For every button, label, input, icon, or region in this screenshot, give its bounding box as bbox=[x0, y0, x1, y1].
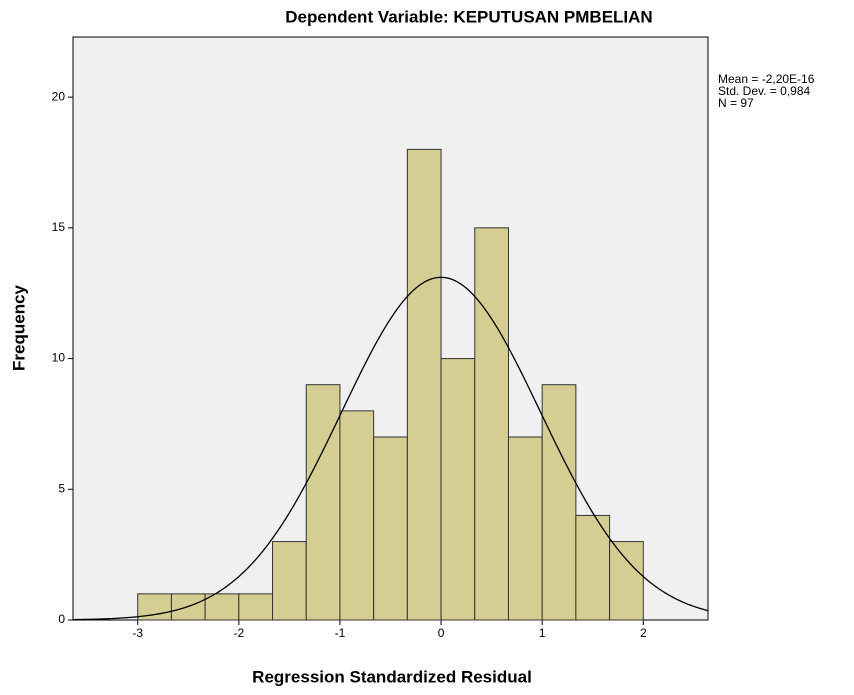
bar bbox=[441, 359, 475, 620]
x-tick-label: -2 bbox=[233, 626, 244, 640]
bar bbox=[340, 411, 374, 620]
y-tick-label: 0 bbox=[58, 612, 65, 626]
bar bbox=[306, 385, 340, 620]
stats-annotation: N = 97 bbox=[718, 96, 754, 110]
bar bbox=[475, 228, 509, 620]
bar bbox=[508, 437, 542, 620]
bar bbox=[239, 594, 273, 620]
y-tick-label: 20 bbox=[52, 89, 66, 103]
x-tick-label: 2 bbox=[640, 626, 647, 640]
bar bbox=[610, 542, 644, 620]
x-tick-label: -1 bbox=[335, 626, 346, 640]
bar bbox=[407, 149, 441, 620]
x-tick-label: -3 bbox=[132, 626, 143, 640]
bar bbox=[542, 385, 576, 620]
bar bbox=[205, 594, 239, 620]
chart: Dependent Variable: KEPUTUSAN PMBELIAN R… bbox=[0, 0, 854, 695]
chart-title: Dependent Variable: KEPUTUSAN PMBELIAN bbox=[285, 7, 652, 26]
x-axis-label: Regression Standardized Residual bbox=[252, 667, 532, 686]
bar bbox=[374, 437, 408, 620]
y-tick-label: 15 bbox=[52, 220, 66, 234]
page: Dependent Variable: KEPUTUSAN PMBELIAN R… bbox=[0, 0, 854, 695]
y-tick-label: 5 bbox=[58, 481, 65, 495]
y-tick-label: 10 bbox=[52, 351, 66, 365]
bar bbox=[273, 542, 307, 620]
x-tick-label: 0 bbox=[438, 626, 445, 640]
y-axis-label: Frequency bbox=[9, 284, 28, 371]
x-tick-label: 1 bbox=[539, 626, 546, 640]
